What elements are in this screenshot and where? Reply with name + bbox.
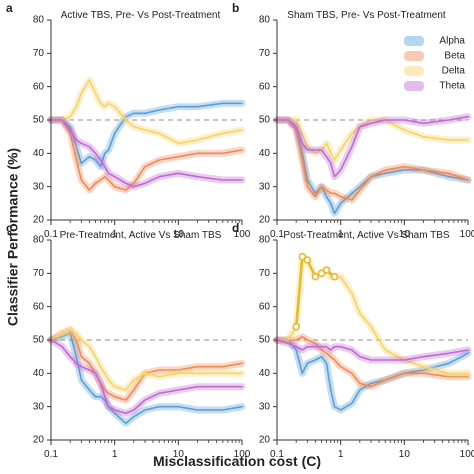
y-tick-label: 60 xyxy=(33,81,45,92)
y-tick-label: 60 xyxy=(259,301,271,312)
panel-letter: a xyxy=(6,1,13,15)
x-tick-label: 10 xyxy=(173,449,185,460)
x-tick-label: 10 xyxy=(173,229,185,240)
significant-point xyxy=(298,252,307,261)
y-tick-label: 70 xyxy=(259,268,271,279)
y-axis-label: Classifier Performance (%) xyxy=(5,148,21,326)
y-tick-label: 40 xyxy=(259,148,271,159)
x-tick-label: 0.1 xyxy=(270,449,284,460)
panel-b: 20 30 40 50 60 70 80 0.1 1 10 100 b Sham TBS, Pre- V… xyxy=(232,1,474,240)
panel-title: Post-Treatment, Active Vs Sham TBS xyxy=(283,230,450,241)
series-line-alpha xyxy=(50,102,243,168)
legend-label-beta: Beta xyxy=(444,51,465,62)
panel-a: 20 30 40 50 60 70 80 0.1 1 10 100 a Active TBS, Pre-… xyxy=(6,1,251,240)
y-tick-label: 50 xyxy=(259,335,271,346)
x-tick-label: 100 xyxy=(234,229,251,240)
y-tick-label: 40 xyxy=(259,368,271,379)
y-tick-label: 50 xyxy=(259,115,271,126)
x-tick-label: 1 xyxy=(112,229,118,240)
legend-label-alpha: Alpha xyxy=(439,36,465,47)
series-line-theta xyxy=(50,339,243,415)
series-band-beta xyxy=(273,116,472,204)
series-line-beta xyxy=(276,335,469,388)
y-tick-label: 40 xyxy=(33,368,45,379)
series-line-alpha xyxy=(276,119,469,215)
series-line-delta xyxy=(276,119,469,161)
x-tick-label: 0.1 xyxy=(270,229,284,240)
panel-letter: b xyxy=(232,1,239,15)
x-tick-label: 0.1 xyxy=(44,449,58,460)
significant-point xyxy=(330,272,339,281)
significant-point xyxy=(292,322,300,331)
legend-swatch-alpha xyxy=(404,36,424,46)
x-tick-label: 10 xyxy=(399,229,411,240)
x-axis-label: Misclassification cost (C) xyxy=(153,453,321,469)
y-tick-label: 80 xyxy=(33,15,45,26)
panel-title: Active TBS, Pre- Vs Post-Treatment xyxy=(61,10,221,21)
panel-letter: d xyxy=(232,221,239,235)
x-tick-label: 1 xyxy=(338,449,344,460)
y-tick-label: 80 xyxy=(33,235,45,246)
y-tick-label: 60 xyxy=(259,81,271,92)
series-line-delta xyxy=(50,79,243,145)
x-tick-label: 0.1 xyxy=(44,229,58,240)
y-tick-label: 50 xyxy=(33,115,45,126)
y-tick-label: 30 xyxy=(259,181,271,192)
series-line-beta xyxy=(50,329,243,401)
series-line-delta xyxy=(50,329,243,391)
series-line-beta xyxy=(50,119,243,191)
x-tick-label: 100 xyxy=(234,449,251,460)
legend: Alpha Beta Delta Theta xyxy=(404,36,465,92)
y-tick-label: 40 xyxy=(33,148,45,159)
y-tick-label: 30 xyxy=(33,401,45,412)
legend-swatch-theta xyxy=(404,81,424,91)
y-tick-label: 80 xyxy=(259,15,271,26)
x-tick-label: 100 xyxy=(460,449,474,460)
series-line-theta xyxy=(276,115,469,178)
significant-point xyxy=(322,266,331,274)
series-line-theta xyxy=(50,119,243,188)
y-tick-label: 60 xyxy=(33,301,45,312)
significant-point xyxy=(311,272,320,281)
legend-swatch-beta xyxy=(404,51,424,61)
series-line-beta xyxy=(276,119,469,201)
x-tick-label: 10 xyxy=(399,449,411,460)
x-tick-label: 100 xyxy=(460,229,474,240)
x-tick-label: 1 xyxy=(112,449,118,460)
panel-title: Sham TBS, Pre- Vs Post-Treatment xyxy=(287,10,446,21)
y-tick-label: 30 xyxy=(33,181,45,192)
y-tick-label: 80 xyxy=(259,235,271,246)
panel-letter: c xyxy=(6,221,13,235)
panel-title: Pre-Treatment, Active Vs Sham TBS xyxy=(60,230,222,241)
legend-label-theta: Theta xyxy=(439,81,465,92)
legend-swatch-delta xyxy=(404,66,424,76)
y-tick-label: 20 xyxy=(33,215,45,226)
significant-point xyxy=(317,269,326,278)
y-tick-label: 70 xyxy=(259,48,271,59)
y-tick-label: 50 xyxy=(33,335,45,346)
y-tick-label: 70 xyxy=(33,268,45,279)
y-tick-label: 20 xyxy=(259,215,271,226)
x-tick-label: 1 xyxy=(338,229,344,240)
y-tick-label: 20 xyxy=(33,435,45,446)
y-tick-label: 20 xyxy=(259,435,271,446)
significant-point xyxy=(303,256,312,264)
y-tick-label: 70 xyxy=(33,48,45,59)
series-line-theta xyxy=(276,339,469,361)
y-tick-label: 30 xyxy=(259,401,271,412)
legend-label-delta: Delta xyxy=(442,66,466,77)
